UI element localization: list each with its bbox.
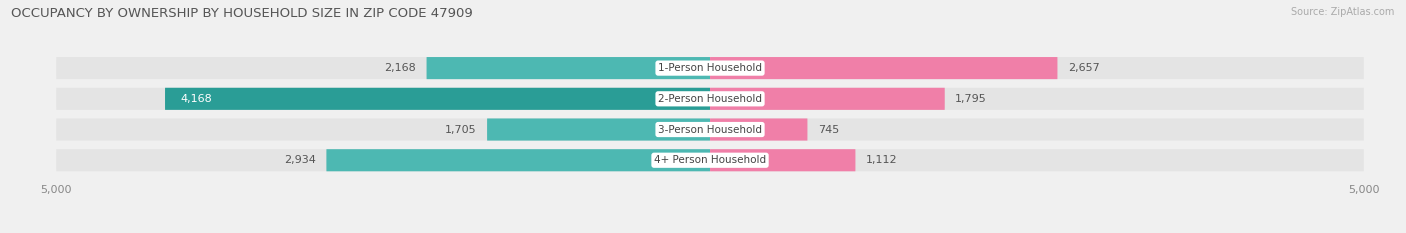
Text: 4,168: 4,168 bbox=[181, 94, 212, 104]
Text: 1-Person Household: 1-Person Household bbox=[658, 63, 762, 73]
Text: 3-Person Household: 3-Person Household bbox=[658, 124, 762, 134]
Text: 1,112: 1,112 bbox=[866, 155, 897, 165]
FancyBboxPatch shape bbox=[710, 149, 855, 171]
FancyBboxPatch shape bbox=[56, 149, 1364, 171]
FancyBboxPatch shape bbox=[56, 118, 1364, 140]
Text: 2,168: 2,168 bbox=[384, 63, 416, 73]
Text: 2,657: 2,657 bbox=[1069, 63, 1099, 73]
FancyBboxPatch shape bbox=[426, 57, 710, 79]
FancyBboxPatch shape bbox=[710, 57, 1057, 79]
Text: 2-Person Household: 2-Person Household bbox=[658, 94, 762, 104]
FancyBboxPatch shape bbox=[486, 118, 710, 140]
Text: Source: ZipAtlas.com: Source: ZipAtlas.com bbox=[1291, 7, 1395, 17]
Text: OCCUPANCY BY OWNERSHIP BY HOUSEHOLD SIZE IN ZIP CODE 47909: OCCUPANCY BY OWNERSHIP BY HOUSEHOLD SIZE… bbox=[11, 7, 472, 20]
Text: 1,705: 1,705 bbox=[446, 124, 477, 134]
FancyBboxPatch shape bbox=[165, 88, 710, 110]
Text: 745: 745 bbox=[818, 124, 839, 134]
FancyBboxPatch shape bbox=[56, 57, 1364, 79]
Text: 1,795: 1,795 bbox=[955, 94, 987, 104]
FancyBboxPatch shape bbox=[710, 118, 807, 140]
FancyBboxPatch shape bbox=[710, 88, 945, 110]
FancyBboxPatch shape bbox=[326, 149, 710, 171]
FancyBboxPatch shape bbox=[56, 88, 1364, 110]
Text: 2,934: 2,934 bbox=[284, 155, 316, 165]
Text: 4+ Person Household: 4+ Person Household bbox=[654, 155, 766, 165]
